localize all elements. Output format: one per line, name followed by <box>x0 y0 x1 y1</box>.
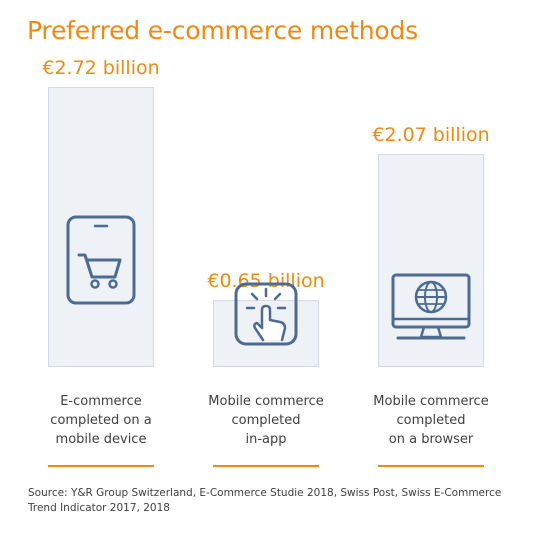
category-label-1: Mobile commerce completed in-app <box>208 394 323 447</box>
bar-2 <box>378 153 484 367</box>
chart-title: Preferred e-commerce methods <box>27 16 418 45</box>
source-note: Source: Y&R Group Switzerland, E-Commerc… <box>28 487 502 514</box>
value-label-2: €2.07 billion <box>372 124 489 146</box>
monitor-globe-icon <box>391 273 471 340</box>
category-label-0: E-commerce completed on a mobile device <box>50 394 151 447</box>
value-label-1: €0.65 billion <box>207 270 324 292</box>
tap-touch-icon <box>234 282 298 346</box>
smartphone-cart-icon <box>66 215 136 305</box>
category-label-2: Mobile commerce completed on a browser <box>373 394 488 447</box>
value-label-0: €2.72 billion <box>42 57 159 79</box>
